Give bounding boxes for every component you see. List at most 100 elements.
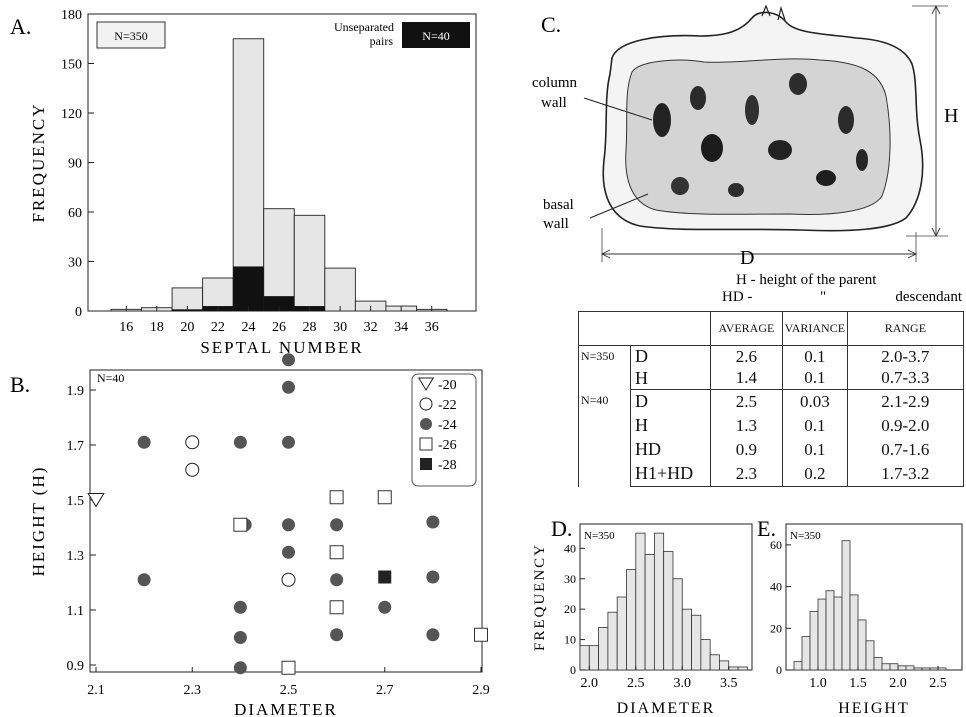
panel-d-ytick-label: 10 — [564, 633, 576, 647]
panel-b-legend-label: -28 — [438, 458, 457, 473]
panel-e-xtick-label: 1.0 — [809, 676, 827, 691]
panel-b-point — [234, 518, 247, 531]
panel-d-bar — [580, 646, 589, 670]
table-header-cell: AVERAGE — [710, 312, 782, 346]
panel-a-xtick-label: 22 — [211, 320, 225, 335]
panel-b-legend-marker — [420, 458, 432, 470]
panel-d-ytick-label: 20 — [564, 602, 576, 616]
panel-a-xtick-label: 36 — [425, 320, 439, 335]
panel-e-bar — [794, 662, 802, 670]
panel-e-n-label: N=350 — [790, 530, 821, 542]
table-range-cell: 2.0-3.7 — [847, 346, 963, 368]
panel-d-ytick-label: 30 — [564, 572, 576, 586]
panel-b-point — [330, 491, 343, 504]
panel-b-legend-label: -22 — [438, 398, 457, 413]
table-variance-cell: 0.1 — [782, 438, 847, 462]
table-row: N=350 D 2.6 0.1 2.0-3.7 — [579, 346, 964, 368]
panel-e-bar — [882, 664, 890, 670]
panel-e-bar — [938, 668, 946, 670]
panel-e-bar — [874, 657, 882, 670]
table-row: H 1.3 0.1 0.9-2.0 — [579, 414, 964, 438]
panel-e-bar — [818, 599, 826, 670]
table-group-label: N=350 — [579, 346, 631, 390]
panel-b-legend-marker — [420, 438, 432, 450]
panel-d-ylabel: FREQUENCY — [532, 543, 548, 651]
panel-d-bar — [636, 533, 645, 670]
panel-b-ytick-label: 1.1 — [67, 604, 85, 619]
panel-a-xtick-label: 30 — [333, 320, 347, 335]
panel-d-ytick-label: 40 — [564, 541, 576, 555]
table-variance-cell: 0.1 — [782, 346, 847, 368]
panel-a-xtick-label: 34 — [394, 320, 408, 335]
panel-d-bar — [617, 597, 626, 670]
panel-d-plot: 0 10 20 30 40 2.0 2.5 3.0 3.5 DIAMETER FREQUENCY — [532, 524, 752, 717]
c-legend-line-1: H - height of the parent — [736, 272, 877, 288]
table-param-cell: D — [631, 346, 711, 368]
table-param-cell: H — [631, 368, 711, 390]
panel-c-letter: C. — [541, 12, 561, 37]
basal-wall-label-2: wall — [543, 216, 569, 232]
panel-b-point — [282, 436, 295, 449]
panel-b-point — [330, 601, 343, 614]
stats-table: AVERAGE VARIANCE RANGE N=350 D 2.6 0.1 2.0-3.7 H… — [578, 311, 964, 487]
panel-a-unsep-label-1: Unseparated — [334, 20, 394, 34]
table-average-cell: 1.4 — [710, 368, 782, 390]
panel-b-point — [330, 546, 343, 559]
panel-a-xtick-label: 26 — [272, 320, 286, 335]
panel-e-xtick-label: 1.5 — [849, 676, 867, 691]
c-legend-line-2-left: HD - — [722, 289, 752, 305]
panel-d-bar — [654, 533, 663, 670]
c-legend-line-2-ditto: " — [820, 289, 826, 305]
table-variance-cell: 0.1 — [782, 414, 847, 438]
table-row: H1+HD 2.3 0.2 1.7-3.2 — [579, 462, 964, 487]
panel-e-xtick-label: 2.5 — [929, 676, 947, 691]
panel-d-xtick-label: 3.5 — [720, 676, 738, 691]
panel-a-ytick-label: 30 — [68, 256, 82, 271]
panel-b-point — [234, 601, 247, 614]
panel-d-bar — [626, 570, 635, 670]
panel-b-point — [426, 571, 439, 584]
column-wall-label-1: column — [532, 75, 577, 91]
panel-e-bar — [842, 541, 850, 670]
panel-e-bar — [906, 666, 914, 670]
panel-e-bar — [834, 597, 842, 670]
table-range-cell: 0.7-3.3 — [847, 368, 963, 390]
panel-a-xtick-label: 18 — [150, 320, 164, 335]
panel-b-point — [282, 661, 295, 674]
table-average-cell: 1.3 — [710, 414, 782, 438]
table-average-cell: 0.9 — [710, 438, 782, 462]
panel-b-point — [234, 436, 247, 449]
panel-e-ytick-label: 40 — [770, 580, 782, 594]
panel-a-unsep-label-2: pairs — [370, 34, 394, 48]
table-row: N=40 D 2.5 0.03 2.1-2.9 — [579, 390, 964, 414]
table-average-cell: 2.6 — [710, 346, 782, 368]
table-range-cell: 0.7-1.6 — [847, 438, 963, 462]
panel-b-point — [378, 571, 391, 584]
panel-b-ytick-label: 0.9 — [67, 659, 85, 674]
panel-b-point — [282, 353, 295, 366]
panel-d-bar — [599, 627, 608, 670]
panel-d-xtick-label: 2.5 — [627, 676, 645, 691]
panel-b-legend-marker — [420, 398, 432, 410]
table-header-cell: VARIANCE — [782, 312, 847, 346]
panel-a-plot: 030609012015018016 18 20 22 24 26 28 30 32 34 36SE… — [29, 8, 476, 357]
panel-d-bar — [673, 579, 682, 670]
panel-d-ytick-label: 0 — [570, 663, 576, 677]
panel-b-ytick-label: 1.5 — [67, 494, 85, 509]
panel-e-bar — [850, 595, 858, 670]
panel-b-xtick-label: 2.7 — [376, 683, 394, 698]
table-average-cell: 2.3 — [710, 462, 782, 487]
panel-e-bar — [898, 666, 906, 670]
table-param-cell: D — [631, 390, 711, 414]
panel-b-legend-label: -24 — [438, 418, 457, 433]
panel-b-xtick-label: 2.1 — [87, 683, 105, 698]
panel-e-plot: 0 20 40 60 1.0 1.5 2.0 2.5 HEIGHT — [770, 524, 962, 717]
panel-e-bar — [866, 641, 874, 670]
panel-a-ytick-label: 180 — [61, 8, 82, 23]
panel-b-point — [186, 436, 199, 449]
panel-a-xtick-label: 32 — [364, 320, 378, 335]
panel-a-bar-total — [294, 215, 325, 311]
panel-b-ylabel: HEIGHT (H) — [29, 466, 48, 577]
panel-d-bar — [701, 640, 710, 670]
panel-a-letter: A. — [10, 14, 31, 39]
